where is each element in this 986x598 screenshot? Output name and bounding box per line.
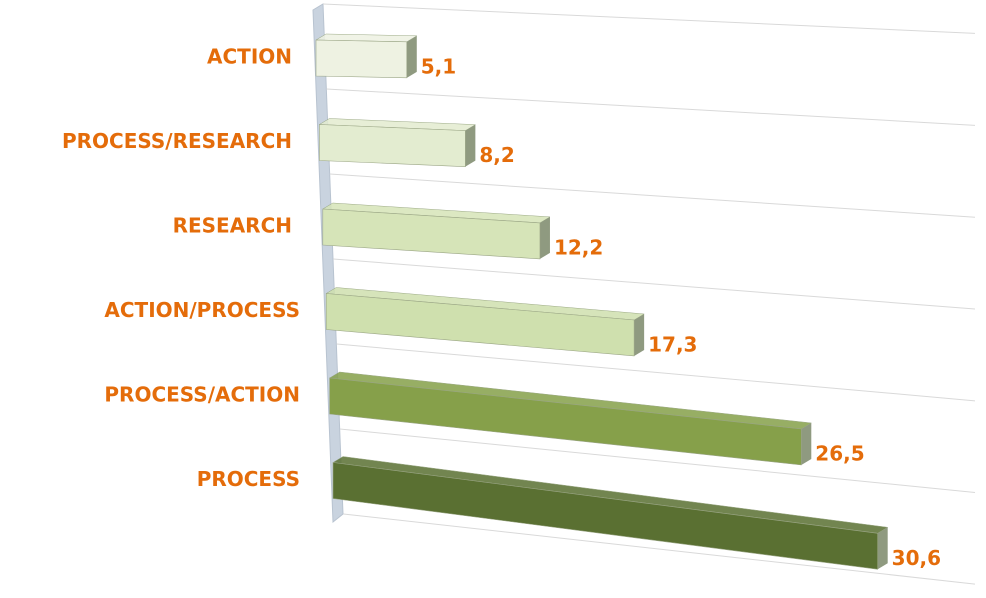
value-label: 5,1	[421, 54, 456, 78]
grid-line	[333, 258, 976, 310]
value-label: 26,5	[815, 441, 864, 465]
value-label: 8,2	[479, 143, 514, 167]
category-label: ACTION/PROCESS	[104, 298, 300, 322]
bar	[332, 462, 878, 570]
grid-line	[326, 88, 976, 126]
bar-end	[406, 35, 417, 78]
bar	[315, 39, 408, 79]
bar	[319, 124, 466, 167]
category-label: PROCESS/ACTION	[104, 383, 300, 407]
bar-end	[801, 422, 812, 465]
bar-end	[539, 216, 550, 259]
value-label: 30,6	[892, 546, 941, 570]
grid-line	[329, 173, 976, 218]
grid-line	[339, 428, 976, 493]
side-wall	[312, 3, 344, 524]
grid-line	[322, 3, 976, 34]
category-label: PROCESS/RESEARCH	[62, 129, 292, 153]
bar	[322, 208, 541, 260]
bar-end	[877, 527, 888, 570]
category-label: ACTION	[207, 45, 292, 69]
grid-line	[343, 513, 976, 585]
bar-end	[634, 313, 645, 356]
grid-line	[336, 343, 976, 402]
value-label: 12,2	[554, 235, 603, 259]
bar	[325, 293, 635, 357]
category-label: PROCESS	[197, 467, 300, 491]
value-label: 17,3	[648, 332, 697, 356]
bar	[329, 377, 802, 466]
category-label: RESEARCH	[173, 214, 292, 238]
bar-end	[465, 124, 476, 167]
